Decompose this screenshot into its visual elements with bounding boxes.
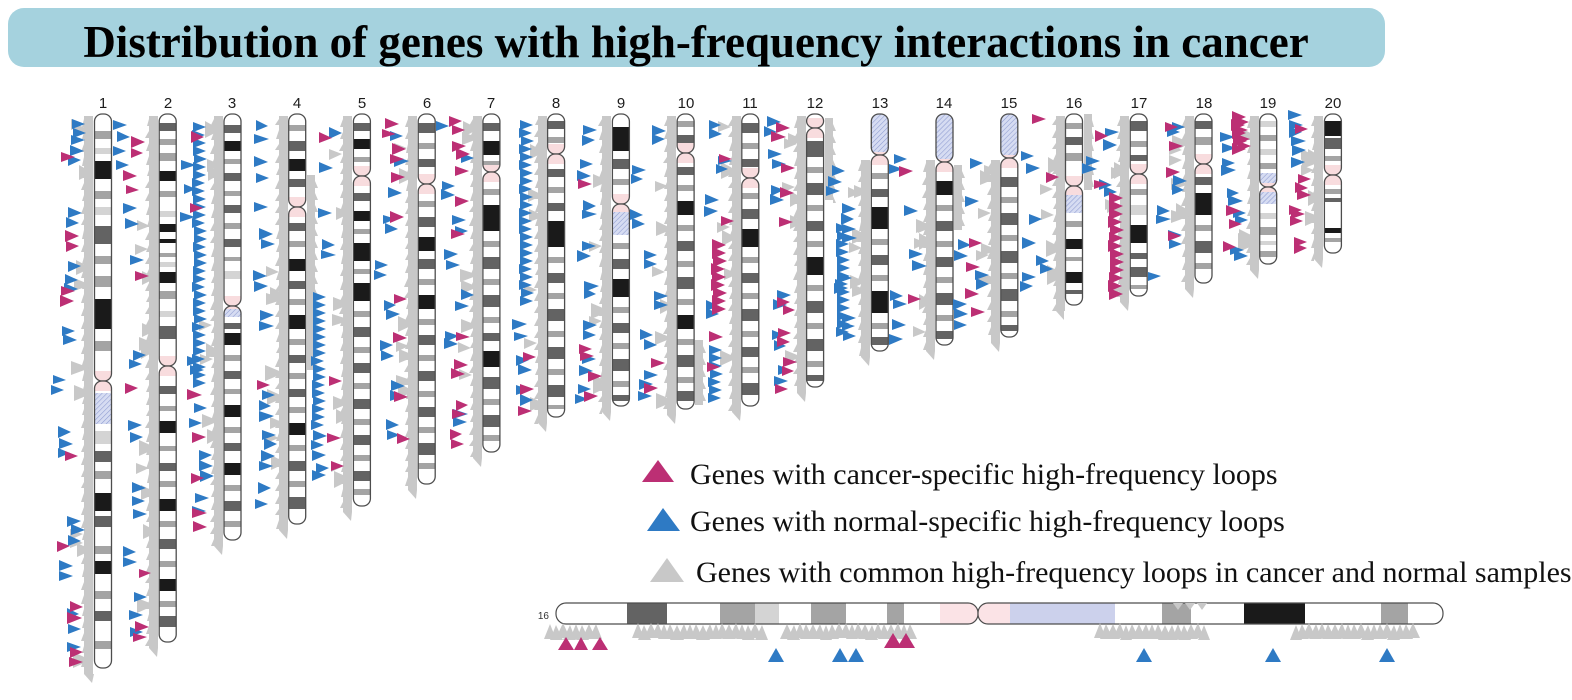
- svg-text:11: 11: [742, 95, 758, 112]
- svg-text:9: 9: [617, 95, 625, 112]
- svg-text:3: 3: [228, 95, 236, 112]
- svg-text:13: 13: [872, 95, 889, 112]
- svg-text:2: 2: [164, 95, 172, 112]
- svg-text:Genes with normal-specific hig: Genes with normal-specific high-frequenc…: [690, 505, 1285, 538]
- svg-text:10: 10: [678, 95, 695, 112]
- svg-text:15: 15: [1001, 95, 1018, 112]
- svg-text:6: 6: [423, 95, 431, 112]
- svg-text:17: 17: [1131, 95, 1148, 112]
- svg-text:14: 14: [936, 95, 953, 112]
- svg-text:16: 16: [538, 611, 550, 622]
- svg-text:Genes with common high-frequen: Genes with common high-frequency loops i…: [696, 556, 1572, 589]
- svg-text:16: 16: [1066, 95, 1083, 112]
- svg-text:5: 5: [358, 95, 366, 112]
- svg-text:19: 19: [1260, 95, 1277, 112]
- svg-text:8: 8: [552, 95, 560, 112]
- svg-text:Distribution of genes with hig: Distribution of genes with high-frequenc…: [83, 17, 1308, 67]
- svg-text:20: 20: [1325, 95, 1342, 112]
- svg-text:1: 1: [99, 95, 107, 112]
- svg-text:18: 18: [1196, 95, 1213, 112]
- svg-text:7: 7: [487, 95, 495, 112]
- svg-text:4: 4: [293, 95, 301, 112]
- svg-text:12: 12: [807, 95, 824, 112]
- svg-text:Genes with cancer-specific hig: Genes with cancer-specific high-frequenc…: [690, 458, 1278, 491]
